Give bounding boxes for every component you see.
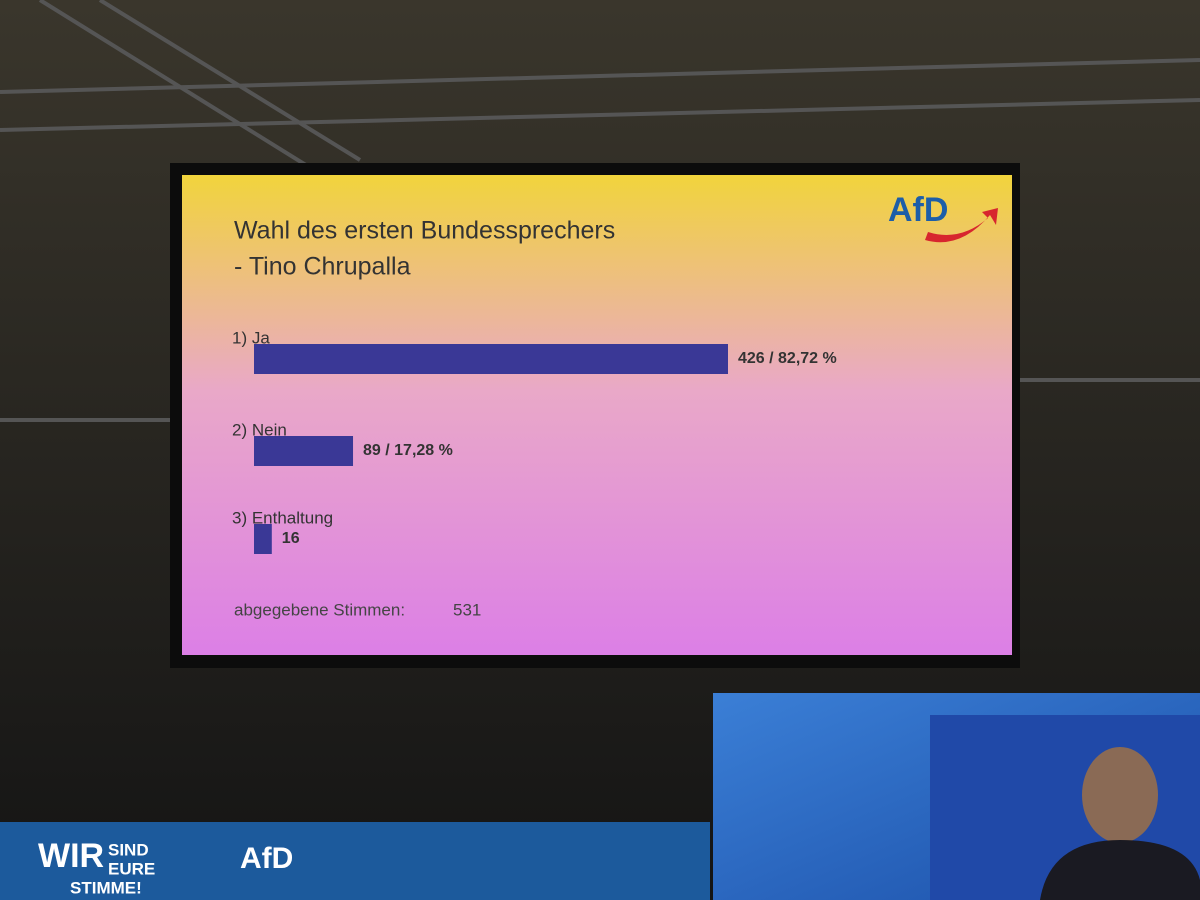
value-label: 426 / 82,72 % (738, 350, 837, 367)
banner-word: EURE (108, 859, 155, 878)
speaker-body (1040, 840, 1200, 900)
bar (254, 344, 728, 374)
chart: Wahl des ersten Bundessprechers - Tino C… (232, 191, 998, 619)
speaker-head (1082, 747, 1158, 843)
banner-word: SIND (108, 840, 149, 859)
bar (254, 524, 272, 554)
banner-word: WIR (38, 837, 104, 875)
category-label: 2) Nein (232, 420, 287, 439)
screen (182, 175, 1012, 655)
bar (254, 436, 354, 466)
category-label: 1) Ja (232, 328, 270, 347)
banner (0, 822, 710, 900)
chart-subtitle: - Tino Chrupalla (234, 253, 411, 281)
footer-label: abgegebene Stimmen: (234, 600, 405, 619)
logo-arrow (925, 208, 998, 243)
banner-word: STIMME! (70, 878, 142, 897)
chart-title: Wahl des ersten Bundessprechers (234, 217, 615, 245)
truss (0, 0, 1200, 422)
category-label: 3) Enthaltung (232, 508, 333, 527)
value-label: 16 (282, 530, 300, 547)
banner-logo: AfD (240, 842, 293, 875)
banner-slogan: WIR SIND EURE STIMME! AfD (38, 837, 293, 898)
value-label: 89 / 17,28 % (363, 442, 453, 459)
logo: AfD (888, 191, 948, 229)
footer-value: 531 (453, 600, 481, 619)
